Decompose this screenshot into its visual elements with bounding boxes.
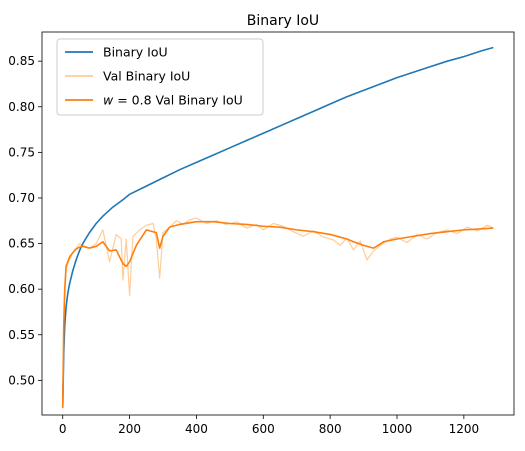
series-line-2 <box>61 220 494 408</box>
series-line-0 <box>61 46 494 408</box>
y-axis: 0.50 0.55 0.60 0.65 0.70 0.75 0.80 0.85 <box>8 54 42 387</box>
y-tick-label: 0.50 <box>8 373 35 387</box>
y-tick-label: 0.55 <box>8 328 35 342</box>
series-line-1 <box>62 217 494 408</box>
x-tick-label: 1200 <box>449 422 480 436</box>
x-axis: 0 200 400 600 800 1000 1200 <box>59 415 479 436</box>
x-tick-label: 400 <box>185 422 208 436</box>
legend-label: w = 0.8 Val Binary IoU <box>103 93 243 108</box>
x-tick-label: 200 <box>118 422 141 436</box>
legend-label: Binary IoU <box>103 45 168 60</box>
legend-label: Val Binary IoU <box>103 69 190 84</box>
y-tick-label: 0.60 <box>8 282 35 296</box>
y-tick-label: 0.80 <box>8 100 35 114</box>
x-tick-label: 1000 <box>382 422 413 436</box>
legend-box <box>56 38 264 116</box>
y-tick-label: 0.85 <box>8 54 35 68</box>
x-tick-label: 0 <box>59 422 67 436</box>
plot-frame <box>41 31 515 416</box>
legend: Binary IoU Val Binary IoU w = 0.8 Val Bina… <box>56 38 264 116</box>
y-tick-label: 0.65 <box>8 237 35 251</box>
x-tick-label: 600 <box>252 422 275 436</box>
y-tick-label: 0.75 <box>8 145 35 159</box>
plot-lines <box>61 46 494 408</box>
y-tick-label: 0.70 <box>8 191 35 205</box>
x-tick-label: 800 <box>319 422 342 436</box>
chart-title: Binary IoU <box>247 13 319 29</box>
